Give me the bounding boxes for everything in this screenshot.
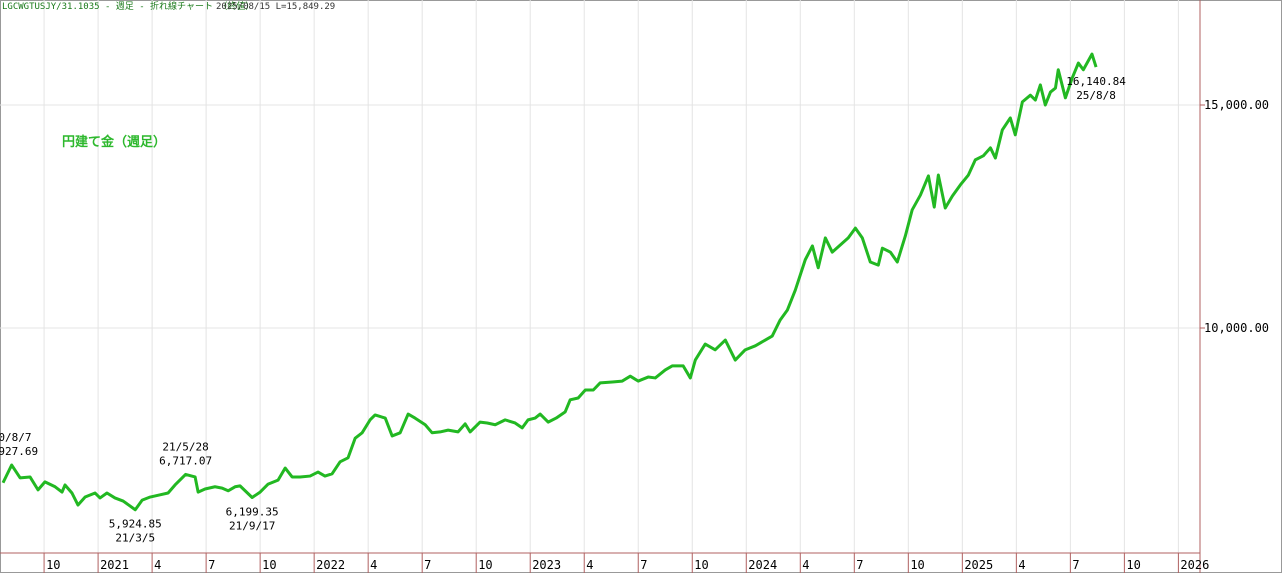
x-tick-label: 10 <box>1126 558 1140 572</box>
line-series <box>1 52 1098 512</box>
x-tick-label: 10 <box>910 558 924 572</box>
x-tick-label: 10 <box>478 558 492 572</box>
x-tick-label: 2022 <box>316 558 345 572</box>
value-label: 6,199.35 <box>226 506 279 519</box>
date-label: 20/8/7 <box>0 431 32 444</box>
date-label: 21/9/17 <box>229 520 275 533</box>
x-tick-label: 7 <box>1072 558 1079 572</box>
x-tick-label: 4 <box>586 558 593 572</box>
x-tick-label: 7 <box>640 558 647 572</box>
x-tick-label: 2021 <box>100 558 129 572</box>
x-tick-label: 4 <box>154 558 161 572</box>
x-tick-label: 4 <box>370 558 377 572</box>
x-tick-label: 7 <box>856 558 863 572</box>
grid <box>0 0 1200 553</box>
plot <box>1 52 1098 512</box>
x-tick-label: 10 <box>694 558 708 572</box>
chart-subtitle: 2025/08/15 L=15,849.29 <box>216 2 335 12</box>
chart-title: LGCWGTUSJY/31.1035 - 週足 - 折れ線チャート （終値） <box>2 0 254 12</box>
date-label: 21/5/28 <box>162 440 208 453</box>
x-tick-label: 2024 <box>748 558 777 572</box>
x-tick-label: 7 <box>424 558 431 572</box>
x-tick-label: 4 <box>802 558 809 572</box>
legend-label: 円建て金（週足） <box>62 134 166 150</box>
x-tick-label: 10 <box>262 558 276 572</box>
y-tick-label: 15,000.00 <box>1204 98 1269 112</box>
x-tick-label: 2026 <box>1180 558 1209 572</box>
x-tick-label: 7 <box>208 558 215 572</box>
x-tick-label: 2023 <box>532 558 561 572</box>
value-label: 6,717.07 <box>159 454 212 467</box>
y-tick-label: 10,000.00 <box>1204 321 1269 335</box>
date-label: 25/8/8 <box>1076 89 1116 102</box>
value-label: 5,924.85 <box>109 518 162 531</box>
x-tick-label: 2025 <box>964 558 993 572</box>
x-tick-label: 10 <box>46 558 60 572</box>
value-label: 16,140.84 <box>1066 75 1126 88</box>
value-label: 6,927.69 <box>0 445 38 458</box>
date-label: 21/3/5 <box>115 532 155 545</box>
x-tick-label: 4 <box>1018 558 1025 572</box>
